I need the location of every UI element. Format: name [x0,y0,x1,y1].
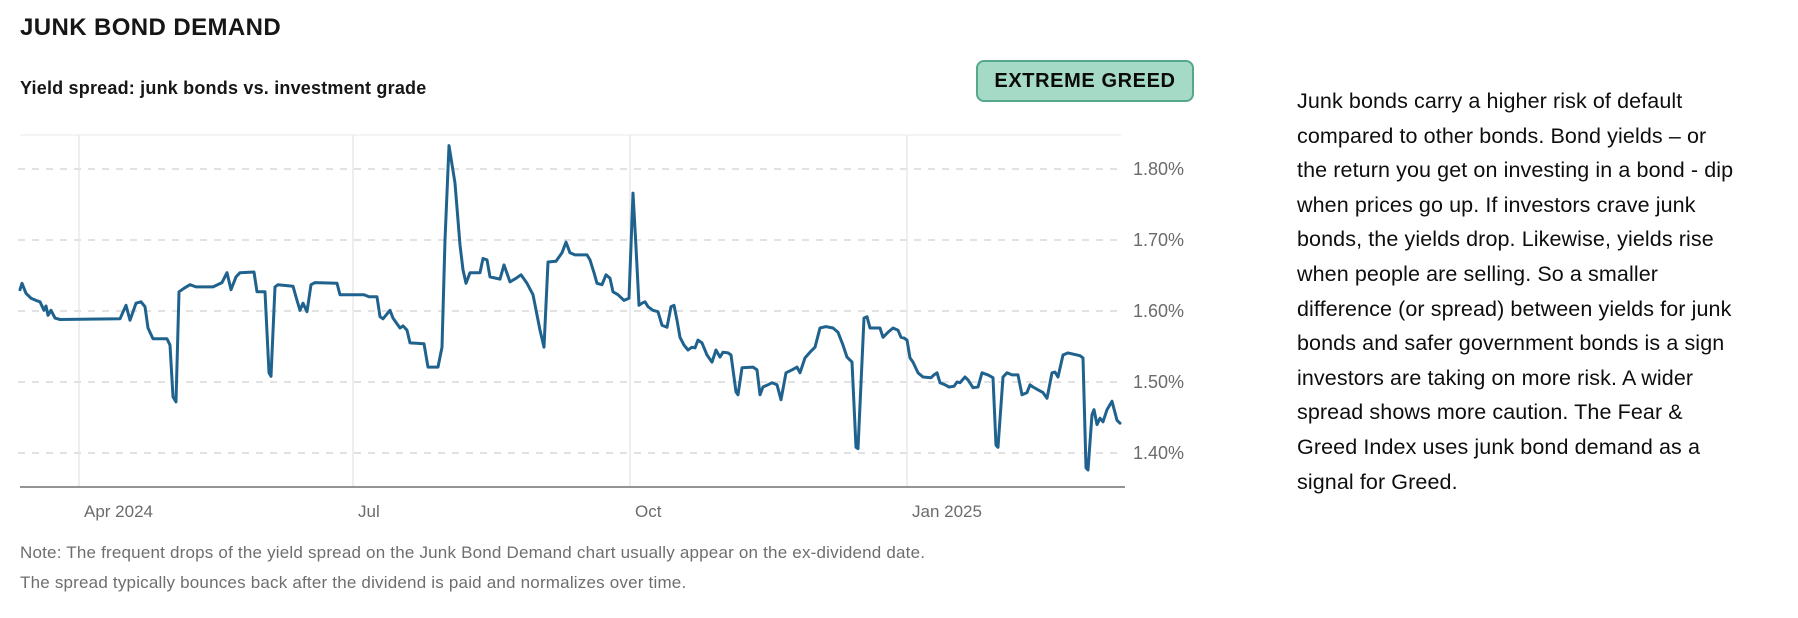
chart-subtitle: Yield spread: junk bonds vs. investment … [20,78,427,98]
x-tick-label: Jul [358,502,380,521]
yield-spread-line [18,144,1122,472]
sentiment-badge: EXTREME GREED [976,60,1194,102]
page-title: JUNK BOND DEMAND [20,14,282,41]
chart-note: Note: The frequent drops of the yield sp… [20,543,926,592]
x-tick-label: Oct [635,502,662,521]
y-tick-label: 1.40% [1133,443,1184,463]
y-tick-label: 1.70% [1133,230,1184,250]
y-tick-label: 1.60% [1133,301,1184,321]
x-tick-label: Apr 2024 [84,502,153,521]
yield-spread-chart[interactable]: 1.80% 1.70% 1.60% 1.50% 1.40% Apr 2024 Jul Oct J… [0,0,1260,540]
sentiment-badge-label: EXTREME GREED [994,69,1176,92]
y-tick-label: 1.50% [1133,372,1184,392]
y-tick-label: 1.80% [1133,159,1184,179]
x-tick-label: Jan 2025 [912,502,982,521]
description-text: Junk bonds carry a higher risk of defaul… [1297,89,1734,494]
